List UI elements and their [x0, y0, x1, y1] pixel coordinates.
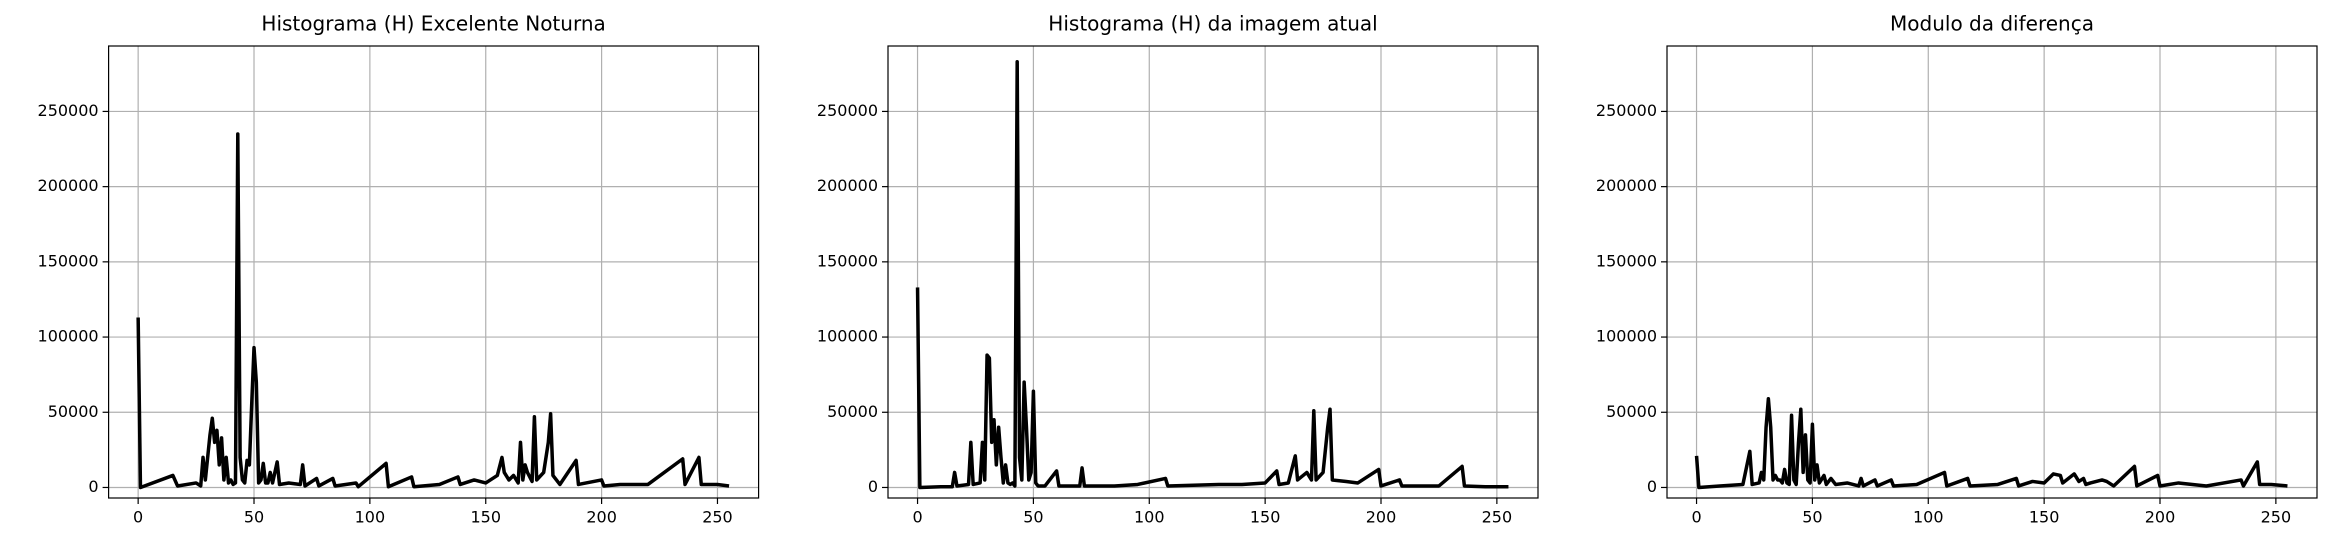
x-tick-label: 50: [1023, 508, 1043, 527]
x-tick-label: 0: [133, 508, 143, 527]
x-tick-label: 250: [1482, 508, 1513, 527]
y-tick-label: 50000: [827, 402, 878, 421]
chart-title: Modulo da diferença: [1890, 12, 2094, 36]
y-tick-label: 50000: [1606, 402, 1657, 421]
x-tick-label: 200: [2145, 508, 2176, 527]
x-tick-label: 0: [1691, 508, 1701, 527]
y-tick-label: 200000: [1596, 176, 1657, 195]
x-tick-label: 250: [702, 508, 733, 527]
y-tick-label: 100000: [817, 327, 878, 346]
data-line: [136, 132, 730, 490]
chart-title: Histograma (H) Excelente Noturna: [261, 12, 605, 36]
axes-frame: [887, 45, 1539, 499]
y-tick-label: 0: [868, 477, 878, 496]
y-tick-label: 50000: [48, 402, 99, 421]
y-tick-label: 250000: [817, 101, 878, 120]
data-line: [915, 60, 1509, 490]
x-tick-label: 100: [355, 508, 386, 527]
x-tick-label: 150: [470, 508, 501, 527]
axes-frame: [107, 45, 760, 499]
y-tick-label: 0: [88, 477, 98, 496]
y-tick-label: 250000: [38, 101, 99, 120]
x-tick-label: 100: [1913, 508, 1944, 527]
data-line: [1694, 396, 2288, 490]
x-tick-label: 150: [1250, 508, 1281, 527]
y-tick-label: 100000: [1596, 327, 1657, 346]
chart-title: Histograma (H) da imagem atual: [1048, 12, 1377, 36]
y-tick-label: 150000: [817, 251, 878, 270]
x-tick-label: 0: [912, 508, 922, 527]
y-tick-label: 200000: [38, 176, 99, 195]
y-tick-label: 200000: [817, 176, 878, 195]
x-tick-label: 50: [1802, 508, 1822, 527]
x-tick-label: 100: [1134, 508, 1165, 527]
y-tick-label: 100000: [38, 327, 99, 346]
y-tick-label: 250000: [1596, 101, 1657, 120]
x-tick-label: 200: [586, 508, 617, 527]
y-tick-label: 150000: [1596, 251, 1657, 270]
x-tick-label: 200: [1366, 508, 1397, 527]
x-tick-label: 50: [244, 508, 264, 527]
y-tick-label: 0: [1647, 477, 1657, 496]
x-tick-label: 250: [2261, 508, 2292, 527]
y-tick-label: 150000: [38, 251, 99, 270]
axes-frame: [1666, 45, 2318, 499]
x-tick-label: 150: [2029, 508, 2060, 527]
